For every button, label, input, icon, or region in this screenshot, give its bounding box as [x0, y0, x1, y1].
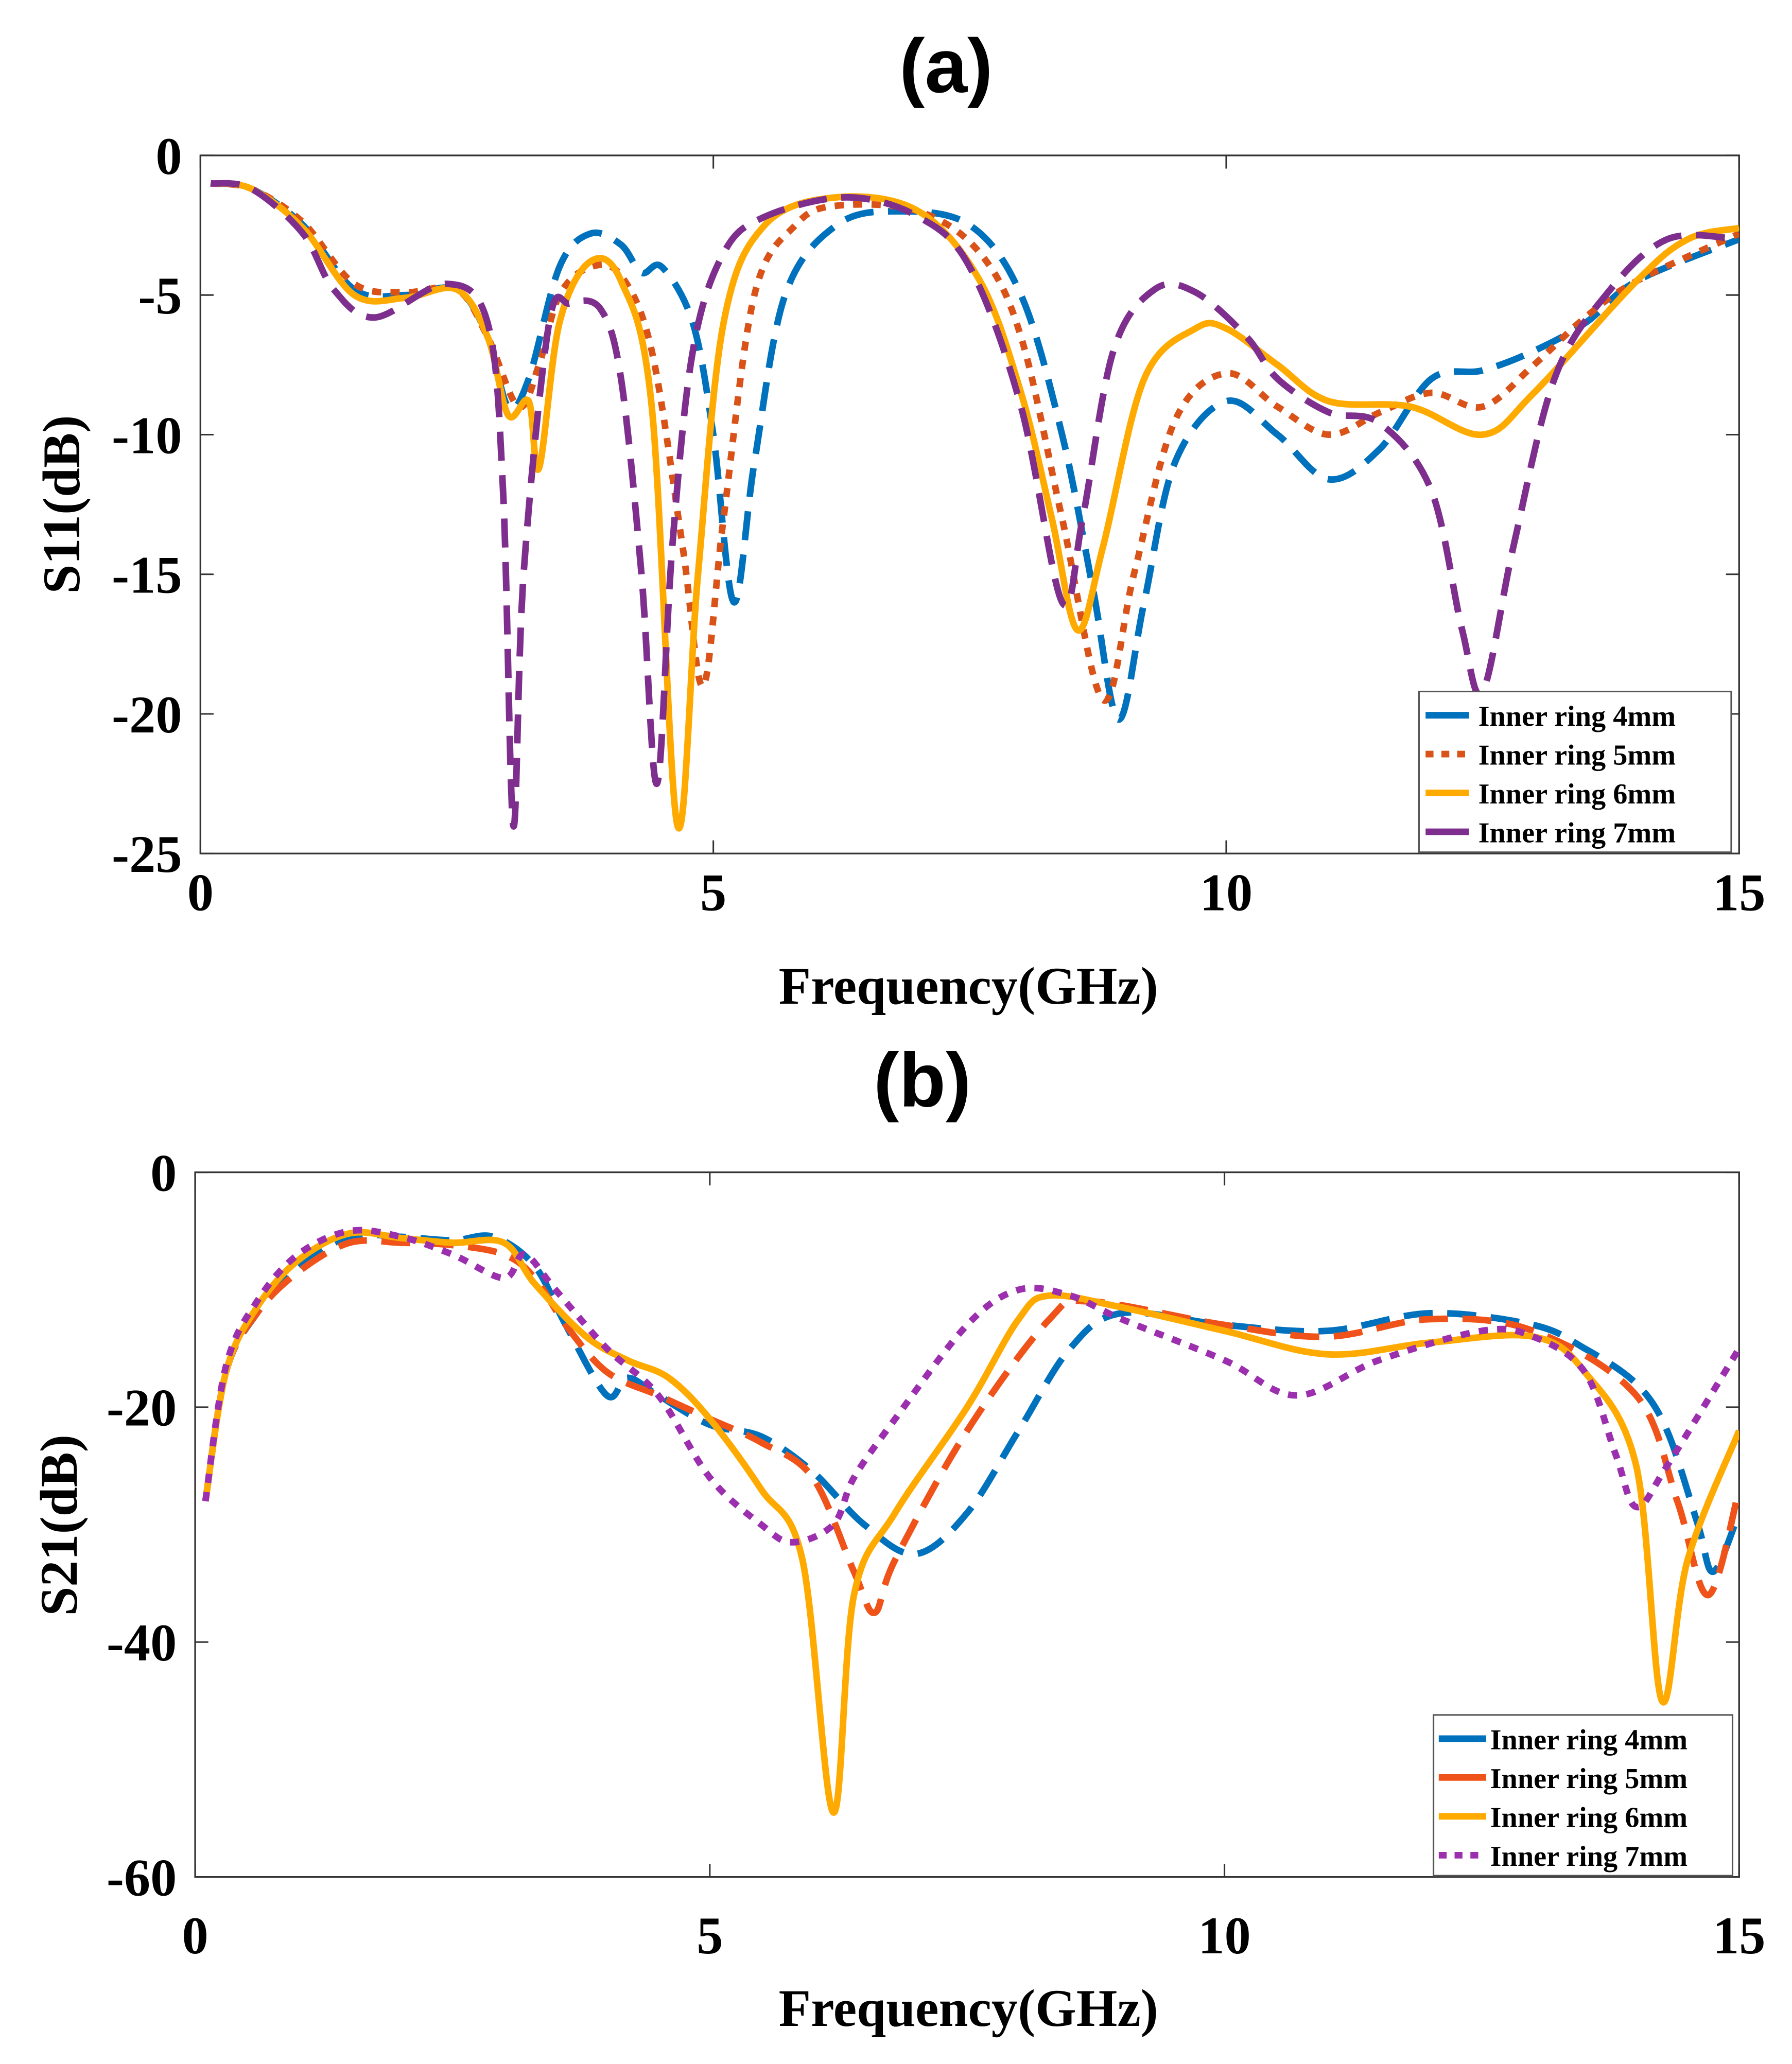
x-tick-label: 10: [1200, 864, 1252, 922]
legend-label: Inner ring 5mm: [1478, 740, 1676, 772]
x-tick-label: 15: [1713, 1907, 1765, 1965]
x-tick-label: 15: [1713, 864, 1765, 922]
chart-title: (b): [874, 1038, 971, 1123]
x-axis-label: Frequency(GHz): [779, 1980, 1158, 2038]
y-tick-label: -40: [107, 1614, 177, 1672]
series-line-7mm: [210, 180, 1739, 830]
y-axis-label: S21(dB): [30, 1435, 89, 1616]
series-line-5mm: [202, 1237, 1739, 1616]
series-line-6mm: [210, 180, 1739, 832]
x-tick-label: 5: [697, 1907, 723, 1965]
series-line-5mm: [210, 180, 1739, 704]
y-tick-label: 0: [155, 128, 182, 186]
x-tick-label: 5: [700, 864, 726, 922]
legend-label: Inner ring 7mm: [1490, 1841, 1688, 1873]
x-tick-label: 0: [187, 864, 214, 922]
legend-label: Inner ring 6mm: [1490, 1801, 1688, 1833]
legend-label: Inner ring 7mm: [1478, 817, 1676, 849]
chart-title: (a): [899, 24, 993, 109]
legend-label: Inner ring 5mm: [1490, 1763, 1688, 1795]
y-tick-label: -15: [112, 547, 182, 605]
y-tick-label: 0: [150, 1144, 177, 1202]
x-tick-label: 0: [182, 1907, 208, 1965]
y-tick-label: -5: [138, 267, 182, 325]
panel-a: (a) Frequency(GHz) S11(dB) 0 5 10 15 0 -5 -10 -…: [33, 24, 1766, 1016]
y-tick-label: -10: [112, 407, 182, 465]
series-line-4mm: [210, 180, 1739, 723]
legend-label: Inner ring 6mm: [1478, 778, 1676, 810]
legend-label: Inner ring 4mm: [1490, 1724, 1688, 1756]
y-tick-label: -25: [112, 826, 182, 884]
y-tick-label: -20: [112, 686, 182, 744]
x-tick-label: 10: [1198, 1907, 1250, 1965]
legend: Inner ring 4mm Inner ring 5mm Inner ring 6…: [1418, 690, 1732, 853]
y-tick-label: -20: [107, 1379, 177, 1438]
y-tick-label: -60: [107, 1849, 177, 1907]
y-axis-label: S11(dB): [33, 415, 91, 594]
legend: Inner ring 4mm Inner ring 5mm Inner ring 6…: [1433, 1714, 1734, 1877]
legend-label: Inner ring 4mm: [1478, 701, 1676, 732]
panel-b: (b) Frequency(GHz) S21(dB) 0 5 10 15 0 -20 -40…: [30, 1038, 1766, 2038]
legend-box: [1418, 690, 1732, 853]
series-line-7mm: [202, 1227, 1739, 1546]
x-axis-label: Frequency(GHz): [779, 957, 1158, 1016]
